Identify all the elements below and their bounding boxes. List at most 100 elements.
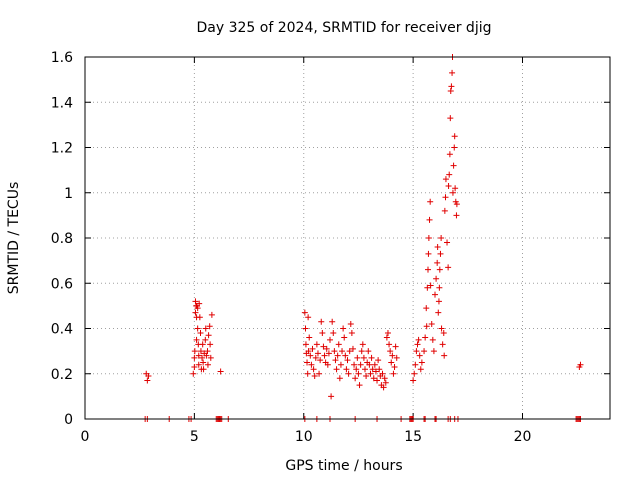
data-point <box>417 366 424 373</box>
data-point <box>438 325 445 332</box>
data-point <box>321 352 328 359</box>
data-point <box>207 354 214 361</box>
x-tick-label: 20 <box>514 429 532 445</box>
data-point <box>324 361 331 368</box>
data-point <box>204 361 211 368</box>
data-point <box>330 330 337 337</box>
data-point <box>449 69 456 76</box>
x-tick-label: 15 <box>404 429 422 445</box>
data-point <box>348 330 355 337</box>
data-point <box>360 354 367 361</box>
data-point <box>352 375 359 382</box>
data-point <box>391 363 398 370</box>
data-point <box>386 341 393 348</box>
data-point <box>196 300 203 307</box>
data-point <box>416 352 423 359</box>
y-tick-label: 0.6 <box>51 276 73 292</box>
data-point <box>442 176 449 183</box>
y-tick-label: 0.2 <box>51 367 73 383</box>
data-point <box>393 354 400 361</box>
data-point <box>427 198 434 205</box>
data-point <box>202 325 209 332</box>
data-point <box>427 282 434 289</box>
data-point <box>193 336 200 343</box>
data-point <box>445 182 452 189</box>
data-point <box>344 357 351 364</box>
data-point <box>358 348 365 355</box>
data-point <box>433 275 440 282</box>
data-point <box>319 330 326 337</box>
data-point <box>453 201 460 208</box>
data-point <box>434 259 441 266</box>
data-point <box>444 239 451 246</box>
data-point <box>411 370 418 377</box>
data-point <box>355 370 362 377</box>
y-tick-label: 0.8 <box>51 231 73 247</box>
data-point <box>345 370 352 377</box>
data-point <box>368 354 375 361</box>
data-point <box>334 352 341 359</box>
data-point <box>442 194 449 201</box>
data-point <box>318 318 325 325</box>
data-point <box>346 348 353 355</box>
data-point <box>323 345 330 352</box>
data-point <box>349 345 356 352</box>
data-point <box>376 366 383 373</box>
data-point <box>191 363 198 370</box>
data-point <box>329 318 336 325</box>
data-point <box>357 361 364 368</box>
data-point <box>447 87 454 94</box>
data-point <box>428 320 435 327</box>
data-point <box>328 393 335 400</box>
data-point <box>196 314 203 321</box>
data-point <box>369 366 376 373</box>
data-point <box>301 309 308 316</box>
data-point <box>434 244 441 251</box>
data-point <box>341 334 348 341</box>
data-point <box>367 370 374 377</box>
data-point <box>325 350 332 357</box>
data-point <box>384 330 391 337</box>
data-point <box>441 207 448 214</box>
data-point <box>449 189 456 196</box>
data-point <box>451 144 458 151</box>
data-point <box>445 264 452 271</box>
data-point <box>340 325 347 332</box>
data-point <box>425 250 432 257</box>
data-point <box>436 284 443 291</box>
data-point <box>410 377 417 384</box>
data-point <box>194 305 201 312</box>
data-point <box>412 361 419 368</box>
data-point <box>426 216 433 223</box>
data-point <box>448 83 455 90</box>
data-point <box>306 334 313 341</box>
data-point <box>327 336 333 343</box>
data-point <box>302 341 309 348</box>
data-point <box>365 348 372 355</box>
data-point <box>195 361 202 368</box>
data-point <box>435 298 442 305</box>
data-point <box>425 235 432 241</box>
data-point <box>415 336 422 343</box>
tick-labels: 0 5 10 15 20 0 0.2 0.4 0.6 0.8 1 1.2 1.4 1.6 <box>51 50 532 445</box>
data-point <box>382 379 389 386</box>
data-point <box>144 377 151 384</box>
data-point <box>307 352 314 359</box>
data-point <box>423 305 430 312</box>
data-point <box>332 357 339 364</box>
data-point <box>208 311 215 318</box>
data-point <box>438 235 445 241</box>
y-tick-label: 1.2 <box>51 141 73 157</box>
data-point <box>203 352 210 359</box>
data-point <box>200 366 207 373</box>
data-point <box>207 341 214 348</box>
data-point <box>418 359 425 366</box>
y-tick-label: 1.6 <box>51 50 73 66</box>
data-point <box>374 377 381 384</box>
data-point <box>381 375 388 382</box>
data-point <box>194 325 201 332</box>
data-point <box>430 348 437 355</box>
data-point <box>446 171 453 178</box>
data-point <box>388 359 395 366</box>
